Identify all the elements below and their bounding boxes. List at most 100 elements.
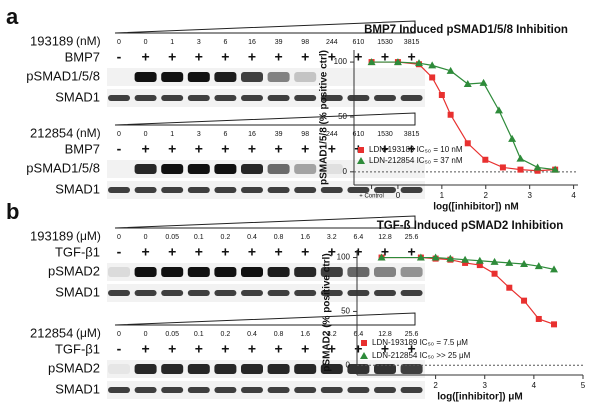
- chart-title: TGF-ß Induced pSMAD2 Inhibition: [377, 220, 564, 232]
- legend-label: LDN-212854 IC₅₀ >> 25 μM: [372, 351, 471, 360]
- sign: +: [381, 341, 389, 357]
- sign: +: [221, 244, 229, 260]
- band: [400, 95, 423, 101]
- legend-marker: [357, 157, 365, 164]
- point: [431, 253, 440, 261]
- band: [161, 95, 184, 101]
- readout-label: pSMAD2: [48, 360, 100, 375]
- dose: 0: [144, 331, 148, 338]
- dose: 6.4: [354, 331, 364, 338]
- band: [241, 267, 263, 277]
- dose: 0.2: [221, 331, 231, 338]
- point: [447, 111, 454, 118]
- sign: +: [301, 244, 309, 260]
- sign: +: [195, 341, 203, 357]
- band: [161, 387, 184, 393]
- x-tick-label: 0: [396, 191, 401, 200]
- band: [214, 164, 237, 174]
- sign: +: [328, 244, 336, 260]
- sign: +: [408, 341, 416, 357]
- sign: +: [248, 49, 256, 65]
- dose: 244: [326, 39, 338, 46]
- band: [108, 95, 130, 101]
- band: [400, 364, 423, 374]
- sign: +: [168, 244, 176, 260]
- sign: +: [275, 141, 283, 157]
- point: [490, 257, 499, 265]
- band: [347, 187, 370, 193]
- dose-wedge: [114, 20, 416, 34]
- band: [241, 364, 263, 374]
- band: [134, 290, 157, 296]
- sign: +: [381, 244, 389, 260]
- dose: 1: [170, 39, 174, 46]
- band: [320, 387, 343, 393]
- sign: +: [328, 341, 336, 357]
- blot-bg: [107, 381, 425, 399]
- band: [161, 364, 184, 374]
- dose-wedge: [114, 312, 416, 326]
- point: [535, 315, 542, 322]
- band: [241, 290, 263, 296]
- dose: 1.6: [300, 234, 310, 241]
- dose: 3815: [404, 131, 420, 138]
- x-tick-label: 5: [581, 381, 586, 390]
- blot-bg: [107, 263, 425, 281]
- point: [551, 165, 560, 173]
- sign: +: [354, 49, 362, 65]
- chart-title: BMP7 Induced pSMAD1/5/8 Inhibition: [364, 24, 568, 36]
- band: [267, 267, 290, 277]
- dose: 6.4: [354, 234, 364, 241]
- band: [294, 364, 317, 374]
- band: [214, 267, 237, 277]
- band: [294, 387, 317, 393]
- dose: 6: [223, 39, 227, 46]
- point: [429, 74, 436, 81]
- dose-wedge: [114, 112, 416, 126]
- dose: 0.1: [194, 331, 204, 338]
- sign: +: [408, 49, 416, 65]
- dose: 16: [248, 131, 256, 138]
- band: [161, 187, 184, 193]
- legend-label: LDN-193189 IC₅₀ = 10 nM: [369, 145, 463, 154]
- y-tick-label: 100: [334, 57, 348, 66]
- y-axis-label: pSMAD1/5/8 (% positive ctrl): [319, 50, 330, 185]
- point: [377, 253, 386, 261]
- sign: +: [248, 341, 256, 357]
- stimulus-label: BMP7: [65, 141, 100, 156]
- dose: 1: [170, 131, 174, 138]
- dose-unit: (μM): [76, 229, 101, 243]
- band: [214, 387, 237, 393]
- band: [241, 387, 263, 393]
- band: [347, 267, 370, 277]
- x-axis-label: log([inhibitor]) μM: [437, 392, 523, 403]
- x-tick-label: 2: [484, 191, 489, 200]
- dose: 3: [197, 39, 201, 46]
- band: [187, 187, 210, 193]
- band: [108, 364, 130, 374]
- readout-label: pSMAD2: [48, 263, 100, 278]
- band: [320, 187, 343, 193]
- band: [374, 187, 396, 193]
- point: [506, 284, 513, 291]
- band: [134, 187, 157, 193]
- band: [294, 267, 317, 277]
- band: [214, 95, 237, 101]
- point: [416, 253, 425, 261]
- stimulus-label: BMP7: [65, 49, 100, 64]
- point: [550, 265, 559, 273]
- panel-label: a: [6, 4, 19, 29]
- sign: +: [195, 49, 203, 65]
- dose: 1530: [377, 39, 393, 46]
- band: [134, 387, 157, 393]
- sign: +: [275, 49, 283, 65]
- band: [267, 72, 290, 82]
- compound-label: 212854: [30, 325, 73, 340]
- band: [347, 387, 370, 393]
- panel-label: b: [6, 199, 19, 224]
- dose: 0: [117, 331, 121, 338]
- band: [347, 364, 370, 374]
- sign: +: [248, 141, 256, 157]
- band: [187, 164, 210, 174]
- dose-unit: (nM): [76, 126, 101, 140]
